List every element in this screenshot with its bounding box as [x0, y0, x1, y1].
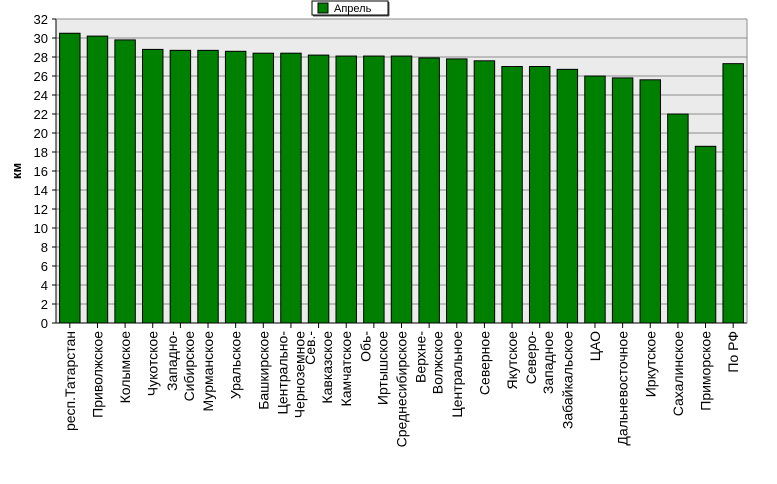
- x-tick-label: Иртышское: [374, 331, 390, 405]
- bar: [584, 75, 606, 324]
- bar: [224, 50, 247, 324]
- legend-label: Апрель: [334, 3, 372, 15]
- bar: [335, 55, 357, 324]
- y-tick-label: 22: [34, 107, 48, 122]
- x-tick-label: Приволжское: [89, 331, 105, 418]
- legend-box: [311, 0, 389, 16]
- y-axis-label: км: [9, 163, 24, 179]
- x-tick-label: Сибирское: [181, 331, 197, 402]
- x-tick-label: Иркутское: [642, 331, 658, 397]
- x-tick-label: Центральное: [449, 331, 465, 418]
- bar: [363, 55, 385, 324]
- y-tick-label: 2: [41, 297, 48, 312]
- bar: [556, 68, 579, 324]
- x-tick-label: Чукотское: [145, 331, 161, 396]
- x-tick-label: Волжское: [430, 331, 446, 394]
- y-tick-label: 26: [34, 69, 48, 84]
- bar: [473, 60, 496, 324]
- bar: [142, 48, 164, 324]
- bar: [390, 55, 413, 324]
- legend-swatch: [317, 2, 329, 14]
- x-tick-label: Среднесибирское: [394, 331, 410, 448]
- bar: [169, 49, 192, 324]
- x-tick-label: Башкирское: [255, 331, 271, 410]
- y-tick-label: 4: [41, 278, 48, 293]
- bar: [639, 79, 661, 324]
- x-tick-label: По РФ: [725, 331, 741, 373]
- x-tick-label: Приморское: [698, 331, 714, 411]
- x-tick-label: респ.Татарстан: [62, 331, 78, 431]
- y-tick-label: 16: [34, 164, 48, 179]
- y-tick-label: 0: [41, 316, 48, 331]
- x-tick-label: Верхне-: [413, 331, 429, 383]
- bar: [501, 66, 523, 324]
- x-tick-label: Западно-: [164, 331, 180, 391]
- x-tick-label: Центрально-: [274, 331, 290, 415]
- bar: [722, 63, 744, 324]
- y-tick-label: 12: [34, 202, 48, 217]
- bar: [418, 57, 440, 324]
- x-tick-label: Кавказское: [319, 331, 335, 404]
- x-tick-label: Мурманское: [200, 331, 216, 412]
- x-tick-label: ЦАО: [587, 331, 603, 361]
- y-tick-label: 18: [34, 145, 48, 160]
- x-tick-label: Камчатское: [338, 331, 354, 407]
- y-tick-label: 14: [34, 183, 48, 198]
- bar: [197, 49, 219, 324]
- bar: [528, 66, 551, 324]
- bar: [252, 52, 275, 324]
- y-tick-label: 6: [41, 259, 48, 274]
- x-tick-label: Черноземное: [291, 331, 307, 418]
- x-tick-label: Якутское: [504, 331, 520, 390]
- x-tick-label: Северное: [476, 331, 492, 395]
- x-tick-label: Северо-: [523, 331, 539, 385]
- x-tick-label: Сахалинское: [670, 331, 686, 416]
- x-tick-label: Западное: [540, 331, 556, 394]
- bar: [667, 113, 689, 324]
- x-tick-label: Обь-: [357, 331, 373, 362]
- x-tick-label: Сев.-: [302, 331, 318, 365]
- axes: [55, 18, 748, 324]
- y-tick-label: 8: [41, 240, 48, 255]
- bar: [114, 39, 136, 324]
- y-tick-label: 30: [34, 31, 48, 46]
- bar: [446, 58, 468, 324]
- y-tick-label: 20: [34, 126, 48, 141]
- x-tick-label: Уральское: [228, 331, 244, 399]
- bar: [611, 77, 634, 324]
- x-tick-labels: респ.Татарстан Приволжское Колымское Чукотс…: [62, 331, 741, 448]
- bars: [59, 32, 744, 328]
- bar: [307, 54, 330, 324]
- bar: [280, 52, 302, 324]
- y-tick-label: 32: [34, 12, 48, 27]
- y-tick-label: 24: [34, 88, 48, 103]
- legend: Апрель: [311, 0, 390, 17]
- x-tick-label: Дальневосточное: [615, 331, 631, 446]
- x-tick-label: Колымское: [117, 331, 133, 404]
- bar: [59, 32, 81, 324]
- y-tick-label: 28: [34, 50, 48, 65]
- x-tick-label: Забайкальское: [559, 331, 575, 429]
- bar: [694, 145, 717, 324]
- y-tick-label: 10: [34, 221, 48, 236]
- bar: [86, 35, 109, 324]
